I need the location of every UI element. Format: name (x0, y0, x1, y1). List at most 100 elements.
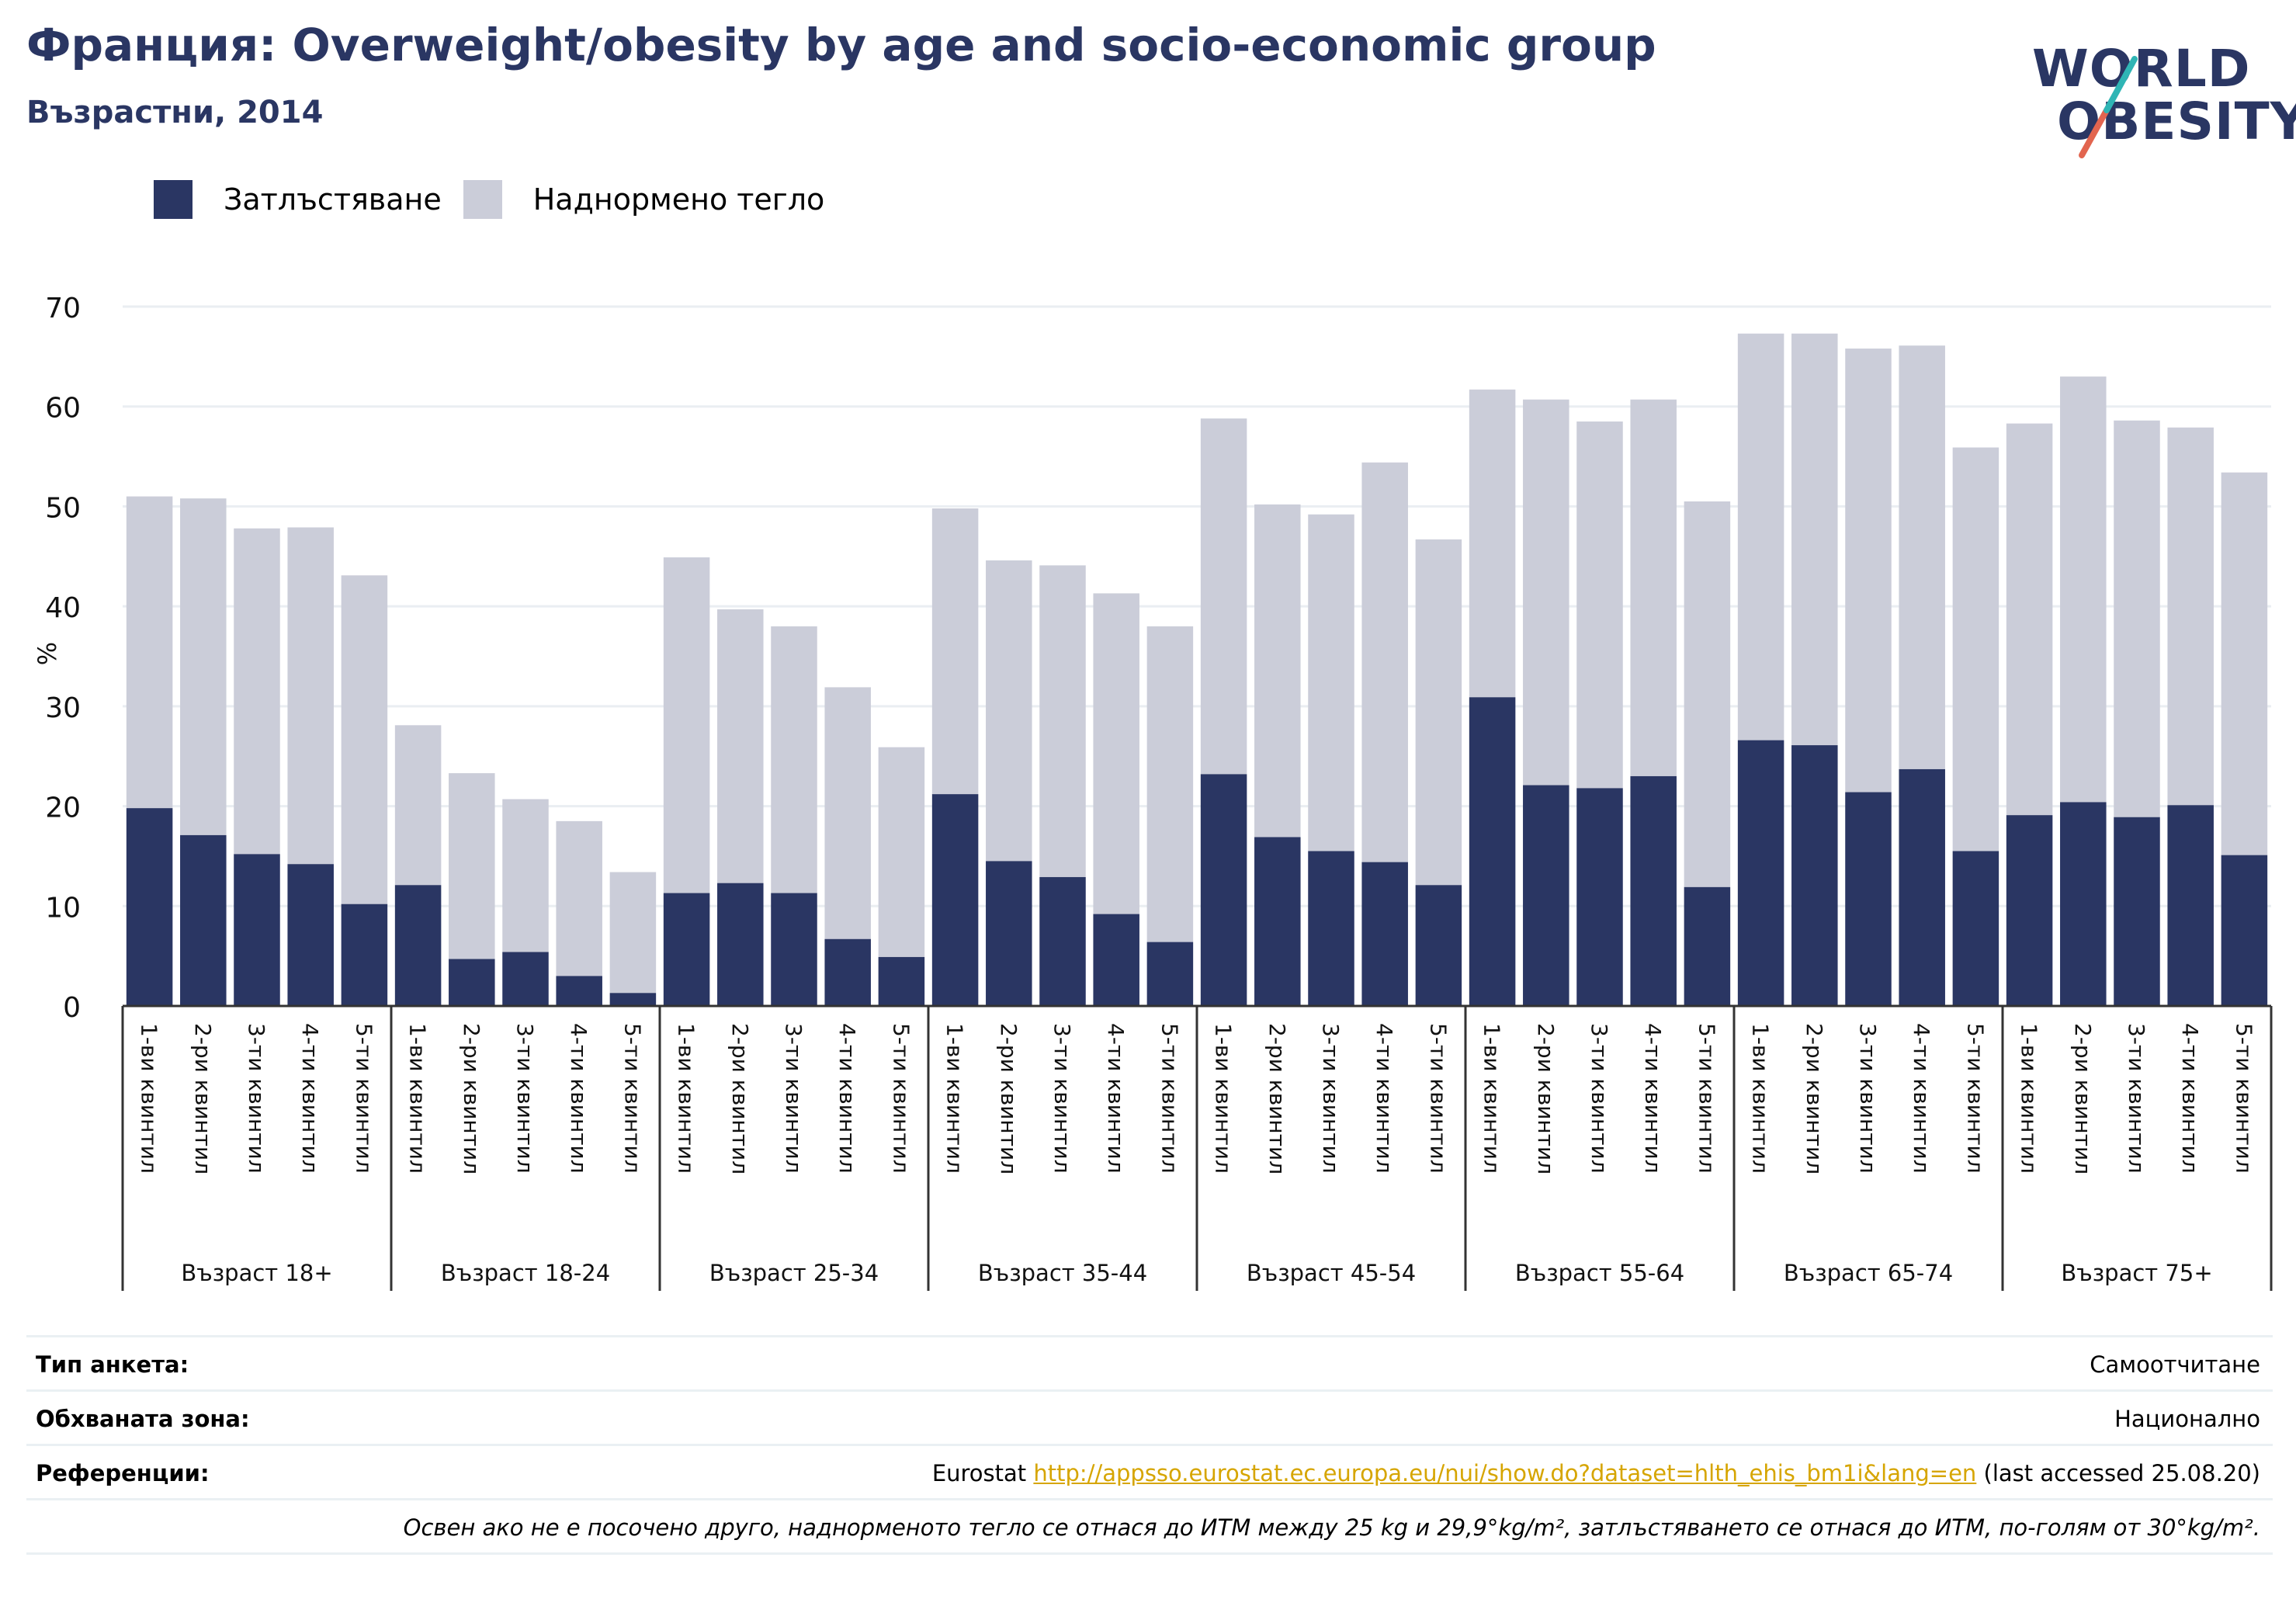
bar-overweight (1361, 462, 1408, 862)
bar-overweight (2114, 420, 2160, 817)
bar-obesity (717, 883, 764, 1006)
y-tick-label: 0 (63, 992, 81, 1024)
bar-overweight (1523, 399, 1569, 786)
x-tick-label: 5-ти квинтил (1425, 1023, 1451, 1174)
x-tick-label: 4-ти квинтил (1372, 1023, 1397, 1174)
group-label: Възраст 18-24 (441, 1260, 610, 1286)
group-label: Възраст 55-64 (1515, 1260, 1684, 1286)
bar-obesity (394, 885, 442, 1006)
survey-type-value: Самоотчитане (2090, 1351, 2260, 1378)
bar-obesity (1200, 774, 1247, 1006)
bar-obesity (771, 893, 817, 1006)
x-tick-label: 1-ви квинтил (2017, 1023, 2042, 1174)
bar-overweight (1039, 565, 1086, 877)
x-tick-label: 4-ти квинтил (297, 1023, 323, 1174)
x-tick-label: 1-ви квинтил (1479, 1023, 1505, 1174)
bar-obesity (556, 976, 602, 1006)
bar-obesity (1630, 775, 1677, 1006)
references-label: Референции: (36, 1460, 210, 1486)
x-tick-label: 5-ти квинтил (1694, 1023, 1719, 1174)
footer-row-survey-type: Тип анкета: Самоотчитане (26, 1335, 2273, 1392)
bar-obesity (1469, 697, 1516, 1006)
bar-obesity (1899, 768, 1945, 1006)
bar-overweight (1576, 421, 1623, 789)
x-tick-label: 5-ти квинтил (619, 1023, 645, 1174)
y-tick-label: 70 (45, 293, 81, 324)
x-tick-label: 4-ти квинтил (566, 1023, 591, 1174)
bar-overweight (394, 725, 442, 886)
bar-obesity (287, 864, 334, 1006)
legend-label-overweight: Наднормено тегло (532, 182, 825, 217)
x-tick-label: 5-ти квинтил (1157, 1023, 1182, 1174)
logo-line-1: WORLD (2032, 39, 2251, 99)
y-tick-label: 50 (45, 492, 81, 524)
bar-overweight (2006, 423, 2053, 816)
bar-overweight (1630, 399, 1677, 776)
x-tick-label: 2-ри квинтил (996, 1023, 1021, 1174)
bar-overweight (234, 528, 280, 855)
footer-row-references: Референции: Eurostat http://appsso.euros… (26, 1444, 2273, 1500)
bar-obesity (449, 959, 495, 1006)
x-tick-label: 5-ти квинтил (888, 1023, 914, 1174)
x-tick-label: 2-ри квинтил (2070, 1023, 2096, 1174)
bar-overweight (126, 496, 173, 809)
bar-overweight (1308, 514, 1354, 852)
bar-overweight (449, 773, 495, 959)
group-label: Възраст 35-44 (978, 1260, 1147, 1286)
x-tick-label: 3-ти квинтил (1318, 1023, 1344, 1174)
x-tick-label: 4-ти квинтил (1103, 1023, 1129, 1174)
page-title: Франция: Overweight/obesity by age and s… (26, 19, 1656, 71)
references-value: Eurostat http://appsso.eurostat.ec.europ… (932, 1460, 2273, 1486)
bar-overweight (717, 609, 764, 883)
references-suffix: (last accessed 25.08.20) (1983, 1460, 2260, 1486)
group-label: Възраст 45-54 (1247, 1260, 1416, 1286)
bar-obesity (878, 956, 925, 1006)
bar-overweight (878, 747, 925, 957)
bar-overweight (287, 527, 334, 865)
bar-obesity (341, 904, 388, 1006)
x-tick-label: 3-ти квинтил (244, 1023, 269, 1174)
x-tick-label: 1-ви квинтил (137, 1023, 162, 1174)
stacked-bar-chart: 0 10 20 30 40 50 60 70% 1-ви квинтил 2-ри квинтил… (33, 293, 2273, 1291)
survey-type-label: Тип анкета: (36, 1351, 189, 1378)
bar-obesity (502, 952, 549, 1006)
page-subtitle: Възрастни, 2014 (26, 95, 324, 130)
bar-overweight (2221, 472, 2268, 855)
x-tick-label: 4-ти квинтил (834, 1023, 860, 1174)
bar-obesity (1146, 942, 1194, 1006)
bar-obesity (2167, 805, 2214, 1006)
bar-obesity (986, 861, 1032, 1006)
bar-obesity (1737, 740, 1784, 1006)
x-tick-label: 1-ви квинтил (674, 1023, 699, 1174)
group-label: Възраст 18+ (181, 1260, 332, 1286)
group-label: Възраст 75+ (2061, 1260, 2212, 1286)
bar-overweight (1737, 333, 1784, 741)
bar-obesity (609, 993, 657, 1006)
bar-overweight (2167, 427, 2214, 806)
references-link[interactable]: http://appsso.eurostat.ec.europa.eu/nui/… (1033, 1460, 1977, 1486)
coverage-value: Национално (2114, 1406, 2260, 1432)
bar-obesity (1039, 876, 1086, 1006)
bar-overweight (931, 508, 979, 795)
world-obesity-logo: WORLD OBESITY (2026, 23, 2296, 163)
x-tick-label: 5-ти квинтил (1962, 1023, 1988, 1174)
y-tick-label: 30 (45, 692, 81, 724)
bar-obesity (2114, 817, 2160, 1006)
bar-obesity (2006, 815, 2053, 1006)
bar-obesity (1684, 886, 1731, 1006)
x-tick-label: 2-ри квинтил (459, 1023, 484, 1174)
bar-obesity (1845, 792, 1892, 1006)
bar-obesity (1308, 851, 1354, 1006)
x-tick-label: 2-ри квинтил (1533, 1023, 1559, 1174)
bar-overweight (502, 799, 549, 952)
x-tick-label: 2-ри квинтил (1802, 1023, 1827, 1174)
bar-overweight (2060, 376, 2107, 803)
group-label: Възраст 65-74 (1784, 1260, 1953, 1286)
x-tick-label: 3-ти квинтил (781, 1023, 806, 1174)
y-axis-label: % (33, 642, 62, 665)
bar-obesity (234, 854, 280, 1006)
bar-obesity (1576, 788, 1623, 1006)
bar-overweight (609, 872, 657, 994)
bar-obesity (2221, 855, 2268, 1006)
y-tick-label: 20 (45, 793, 81, 824)
